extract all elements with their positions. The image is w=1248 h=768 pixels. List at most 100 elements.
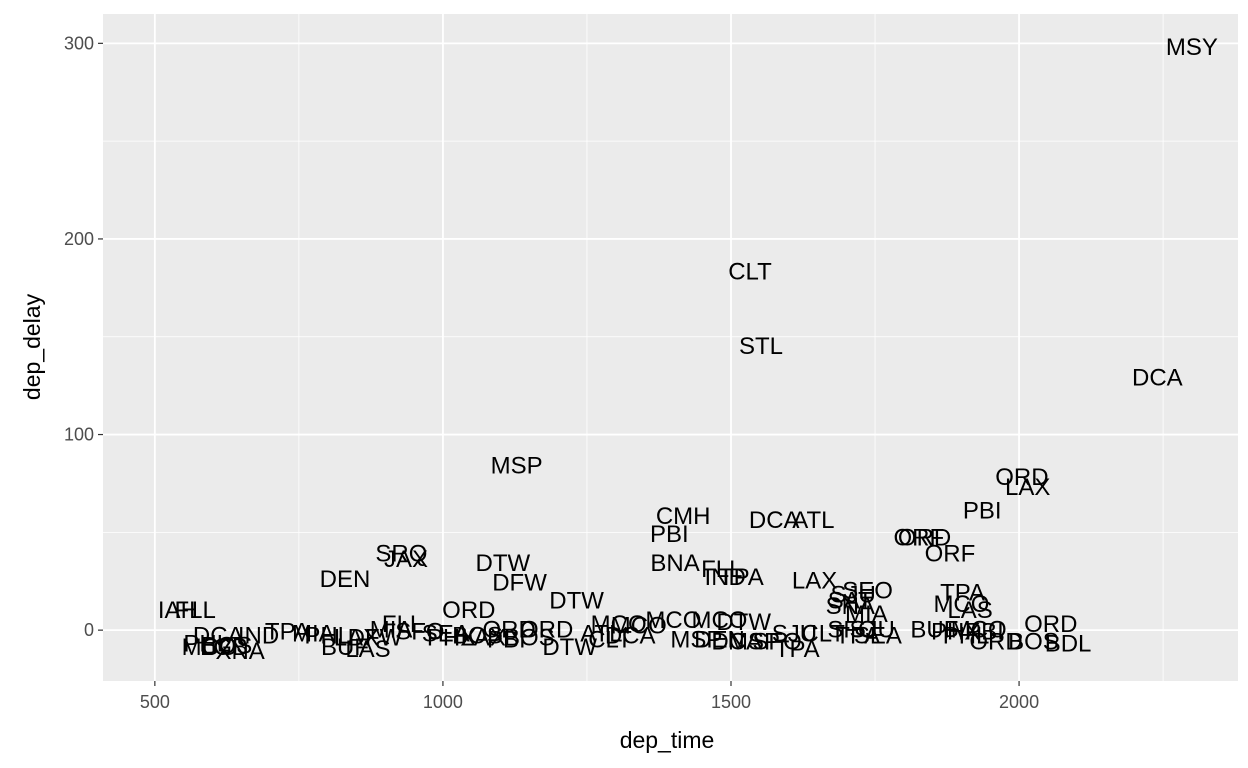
point-label-dca: DCA [749,507,800,534]
point-label-seo: SEO [842,578,893,605]
point-label-lax: LAX [1005,474,1050,501]
point-label-msy: MSY [1166,34,1218,61]
point-label-buf: BUF [321,634,369,661]
point-label-mia: MIA [845,601,888,628]
point-label-tpa: TPA [265,619,310,646]
point-label-ind: IND [705,564,746,591]
y-axis-title: dep_delay [19,293,45,400]
point-label-mia: MIA [370,617,413,644]
point-label-pbi: PBI [487,626,526,653]
point-label-mco: MCO [182,634,238,661]
point-label-msp: MSP [491,452,543,479]
point-label-atl: ATL [792,507,834,534]
point-label-mco: MCO [691,607,747,634]
point-label-clt: CLT [801,621,845,648]
point-label-ord: ORD [898,525,951,552]
point-label-tpa: TPA [940,579,985,606]
axes: 500 1000 1500 2000 0 100 200 300 [64,33,1039,712]
point-label-sju: SJU [830,581,875,608]
point-label-ord: ORD [969,628,1022,655]
point-label-mco: MCO [645,607,701,634]
point-label-mco: MCO [591,611,647,638]
point-label-mco: MCO [611,613,667,640]
point-label-orf: ORF [893,525,944,552]
y-tick-label: 200 [64,229,94,249]
point-label-pbi: PBI [650,521,689,548]
point-label-las: LAS [947,597,992,624]
point-label-sfo: SFO [752,628,801,655]
point-label-fll: FLL [175,597,216,624]
point-label-jax: JAX [384,546,428,573]
point-label-ord: ORD [995,464,1048,491]
point-label-bos: BOS [202,632,253,659]
point-label-las: LAS [345,636,390,663]
x-tick-label: 2000 [999,692,1039,712]
point-label-ord: ORD [442,597,495,624]
point-label-iah: IAH [158,597,198,624]
point-label-lax: LAX [334,624,379,651]
point-label-phl: PHL [183,630,230,657]
x-tick-label: 1000 [423,692,463,712]
point-label-phx: PHX [931,619,980,646]
point-label-dca: DCA [193,623,244,650]
point-label-dtw: DTW [476,550,531,577]
point-label-mia: MIA [292,621,335,648]
point-label-sju: SJU [772,621,817,648]
point-label-srq: SRQ [375,540,427,567]
point-label-dca: DCA [1132,364,1183,391]
point-label-lgb: LGB [200,634,248,661]
point-label-tpa: TPA [835,623,880,650]
point-label-ind: IND [238,623,279,650]
point-label-bdl: BDL [1045,630,1092,657]
point-label-sfo: SFO [395,619,444,646]
point-label-den: DEN [694,626,745,653]
y-tick-label: 0 [84,620,94,640]
point-label-bos: BOS [452,623,503,650]
point-label-lax: LAX [792,568,837,595]
point-label-sat: SAT [828,587,873,614]
point-label-msp: MSP [728,628,780,655]
point-label-dtw: DTW [542,634,597,661]
x-tick-label: 1500 [711,692,751,712]
point-label-dtw: DTW [716,609,771,636]
grid-lines [103,14,1238,681]
point-label-dfw: DFW [348,624,403,651]
point-label-xna: XNA [215,638,264,665]
y-tick-label: 300 [64,33,94,53]
point-label-phx: PHX [427,624,476,651]
point-label-dfw: DFW [492,570,547,597]
point-label-orf: ORF [925,540,976,567]
point-label-ord: ORD [1024,611,1077,638]
point-label-dca: DCA [711,628,762,655]
point-label-lax: LAX [461,624,506,651]
point-label-bos: BOS [1008,628,1059,655]
point-label-tpa: TPA [775,636,820,663]
point-label-mco: MCO [951,617,1007,644]
point-label-clt: CLT [728,259,772,286]
point-label-ord: ORD [483,617,536,644]
point-label-sju: SJU [849,617,894,644]
point-label-clt: CLT [588,626,632,653]
plot-panel [103,14,1238,681]
point-label-cmh: CMH [656,503,711,530]
point-label-pbi: PBI [963,497,1002,524]
point-label-atl: ATL [580,621,622,648]
point-label-sea: SEA [854,623,902,650]
y-tick-label: 100 [64,425,94,445]
point-label-bos: BOS [504,624,555,651]
x-axis-title: dep_time [620,727,715,753]
point-label-dtw: DTW [549,587,604,614]
point-label-msp: MSP [670,626,722,653]
x-tick-label: 500 [140,692,170,712]
point-label-stl: STL [739,333,783,360]
point-label-fll: FLL [701,556,742,583]
point-label-sna: SNA [826,593,875,620]
point-label-den: DEN [320,566,371,593]
point-label-dca: DCA [605,623,656,650]
point-label-fll: FLL [382,611,423,638]
point-label-ord: ORD [520,617,573,644]
point-label-sfo: SFO [827,617,876,644]
point-label-tpa: TPA [719,564,764,591]
